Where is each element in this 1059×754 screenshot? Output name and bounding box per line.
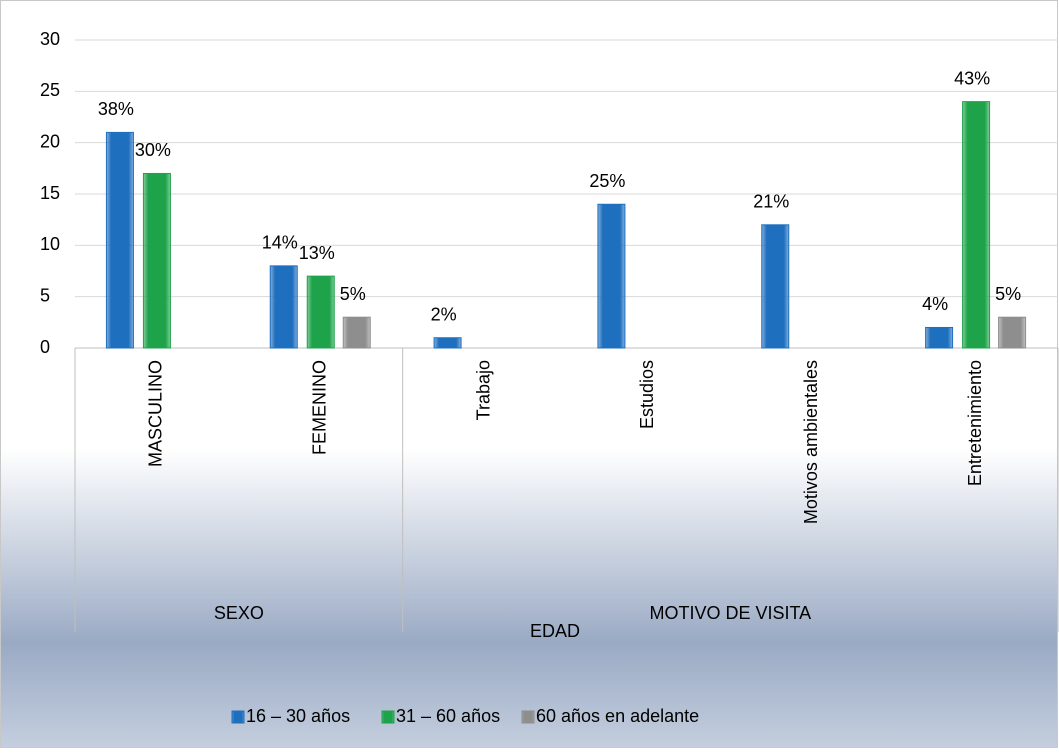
bar [925, 326, 954, 349]
y-tick-label: 20 [40, 131, 60, 151]
group-label: SEXO [214, 603, 264, 623]
y-tick-label: 25 [40, 80, 60, 100]
bar [962, 101, 991, 349]
data-label: 2% [431, 304, 457, 324]
data-label: 13% [299, 243, 335, 263]
data-label: 21% [753, 192, 789, 212]
legend-marker [521, 710, 535, 724]
bar [142, 172, 171, 349]
data-label: 5% [340, 284, 366, 304]
bar [433, 337, 462, 349]
legend-marker [381, 710, 395, 724]
legend-label: 60 años en adelante [536, 706, 699, 726]
y-tick-label: 10 [40, 234, 60, 254]
bar [105, 131, 134, 349]
data-label: 38% [98, 99, 134, 119]
y-tick-label: 30 [40, 29, 60, 49]
bar [269, 265, 298, 349]
x-tick-label: Motivos ambientales [801, 360, 821, 524]
x-tick-label: FEMENINO [310, 360, 330, 455]
x-axis-title: EDAD [530, 621, 580, 641]
data-label: 25% [589, 171, 625, 191]
data-label: 30% [135, 140, 171, 160]
data-label: 4% [922, 294, 948, 314]
legend-label: 31 – 60 años [396, 706, 500, 726]
x-tick-label: Entretenimiento [965, 360, 985, 486]
group-label: MOTIVO DE VISITA [649, 603, 811, 623]
bar [306, 275, 335, 349]
legend-marker [231, 710, 245, 724]
data-label: 14% [262, 233, 298, 253]
bar [998, 316, 1027, 349]
y-tick-label: 0 [40, 337, 50, 357]
legend-label: 16 – 30 años [246, 706, 350, 726]
x-tick-label: Estudios [637, 360, 657, 429]
bar [342, 316, 371, 349]
bar [761, 224, 790, 349]
y-tick-label: 15 [40, 183, 60, 203]
y-tick-label: 5 [40, 285, 50, 305]
x-tick-label: MASCULINO [146, 360, 166, 467]
data-label: 5% [995, 284, 1021, 304]
data-label: 43% [954, 68, 990, 88]
bar [597, 203, 626, 349]
x-tick-label: Trabajo [473, 360, 493, 420]
